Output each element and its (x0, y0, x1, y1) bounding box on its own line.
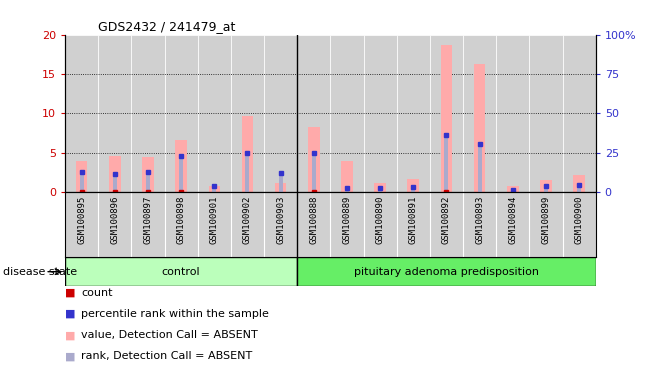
Bar (109, 156, 120, 192)
Text: GSM100900: GSM100900 (575, 195, 583, 243)
Text: GSM100892: GSM100892 (442, 195, 451, 243)
Bar (76, 161, 87, 192)
Text: GSM100896: GSM100896 (110, 195, 119, 243)
Bar (279, 173, 283, 192)
Text: ■: ■ (65, 351, 76, 361)
Bar (411, 187, 415, 192)
Bar (378, 188, 382, 192)
Text: count: count (81, 288, 113, 298)
Text: GDS2432 / 241479_at: GDS2432 / 241479_at (98, 20, 235, 33)
Text: GSM100902: GSM100902 (243, 195, 252, 243)
Text: percentile rank within the sample: percentile rank within the sample (81, 309, 270, 319)
Bar (577, 185, 581, 192)
Text: GSM100899: GSM100899 (542, 195, 551, 243)
Bar (165, 35, 198, 192)
Text: rank, Detection Call = ABSENT: rank, Detection Call = ABSENT (81, 351, 253, 361)
Bar (562, 35, 596, 192)
Bar (363, 35, 396, 192)
Bar (331, 35, 363, 192)
Bar (298, 35, 331, 192)
Bar (132, 35, 165, 192)
Bar (65, 257, 298, 286)
Bar (142, 157, 154, 192)
Bar (212, 186, 216, 192)
Bar (175, 140, 187, 192)
Bar (245, 153, 249, 192)
Bar (408, 179, 419, 192)
Text: GSM100897: GSM100897 (143, 195, 152, 243)
Bar (478, 144, 482, 192)
Bar (374, 183, 386, 192)
Text: ■: ■ (65, 309, 76, 319)
Bar (463, 35, 496, 192)
Text: GSM100890: GSM100890 (376, 195, 385, 243)
Text: GSM100893: GSM100893 (475, 195, 484, 243)
Bar (198, 35, 231, 192)
Bar (179, 156, 183, 192)
Bar (529, 35, 562, 192)
Bar (264, 35, 298, 192)
Bar (113, 174, 117, 192)
Bar (312, 153, 316, 192)
Bar (146, 172, 150, 192)
Text: ■: ■ (65, 288, 76, 298)
Bar (511, 190, 515, 192)
Text: value, Detection Call = ABSENT: value, Detection Call = ABSENT (81, 330, 258, 340)
Bar (430, 35, 463, 192)
Text: GSM100901: GSM100901 (210, 195, 219, 243)
Text: ■: ■ (65, 330, 76, 340)
Bar (396, 35, 430, 192)
Bar (507, 187, 519, 192)
Bar (231, 35, 264, 192)
Bar (540, 180, 552, 192)
Bar (474, 64, 486, 192)
Text: GSM100891: GSM100891 (409, 195, 418, 243)
Bar (445, 134, 449, 192)
Bar (574, 175, 585, 192)
Text: GSM100903: GSM100903 (276, 195, 285, 243)
Bar (298, 257, 596, 286)
Bar (65, 35, 98, 192)
Bar (544, 186, 548, 192)
Bar (308, 127, 320, 192)
Text: GSM100894: GSM100894 (508, 195, 518, 243)
Text: pituitary adenoma predisposition: pituitary adenoma predisposition (354, 266, 539, 277)
Bar (98, 35, 132, 192)
Text: GSM100898: GSM100898 (176, 195, 186, 243)
Bar (275, 183, 286, 192)
Bar (341, 161, 353, 192)
Bar (441, 45, 452, 192)
Text: control: control (162, 266, 201, 277)
Text: GSM100889: GSM100889 (342, 195, 352, 243)
Bar (496, 35, 529, 192)
Text: disease state: disease state (3, 266, 77, 277)
Text: GSM100895: GSM100895 (77, 195, 86, 243)
Bar (242, 116, 253, 192)
Bar (79, 172, 84, 192)
Bar (345, 188, 349, 192)
Bar (208, 186, 220, 192)
Text: GSM100888: GSM100888 (309, 195, 318, 243)
